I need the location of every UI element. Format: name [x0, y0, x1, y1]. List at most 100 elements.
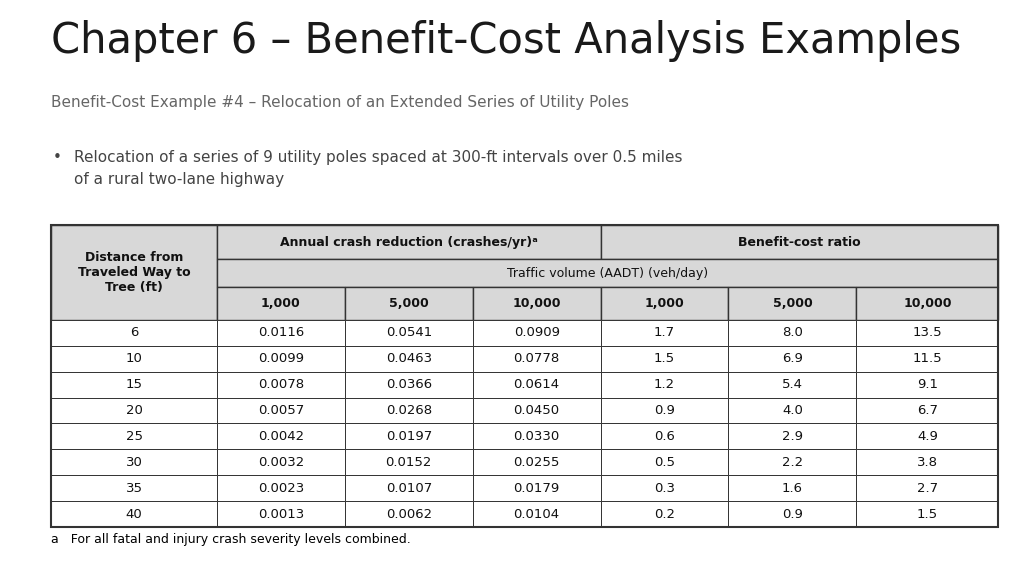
Bar — [51, 225, 217, 320]
Text: 6: 6 — [130, 327, 138, 339]
Text: 0.0463: 0.0463 — [386, 353, 432, 365]
Bar — [856, 397, 998, 423]
Text: 0.3: 0.3 — [654, 482, 675, 495]
Text: 35: 35 — [126, 482, 142, 495]
Text: 0.0057: 0.0057 — [258, 404, 304, 417]
Bar — [601, 397, 728, 423]
Bar — [601, 287, 728, 320]
Bar — [217, 346, 345, 372]
Text: 0.5: 0.5 — [654, 456, 675, 469]
Bar — [728, 320, 856, 346]
Text: 9.1: 9.1 — [916, 378, 938, 391]
Text: 0.0330: 0.0330 — [513, 430, 560, 443]
Bar — [51, 449, 217, 475]
Text: 5.4: 5.4 — [782, 378, 803, 391]
Bar — [856, 320, 998, 346]
Bar — [856, 423, 998, 449]
Text: Chapter 6 – Benefit-Cost Analysis Examples: Chapter 6 – Benefit-Cost Analysis Exampl… — [51, 20, 962, 62]
Bar — [601, 501, 728, 527]
Text: 2.7: 2.7 — [916, 482, 938, 495]
Text: 0.0197: 0.0197 — [386, 430, 432, 443]
Text: 0.0078: 0.0078 — [258, 378, 304, 391]
Text: 4.0: 4.0 — [782, 404, 803, 417]
Bar — [217, 397, 345, 423]
Text: 0.0032: 0.0032 — [258, 456, 304, 469]
Text: 0.0541: 0.0541 — [386, 327, 432, 339]
Bar — [217, 259, 998, 287]
Bar — [217, 449, 345, 475]
Text: 1.7: 1.7 — [654, 327, 675, 339]
Bar — [51, 397, 217, 423]
Bar — [217, 501, 345, 527]
Bar — [473, 449, 600, 475]
Text: 0.0152: 0.0152 — [386, 456, 432, 469]
Text: Benefit-cost ratio: Benefit-cost ratio — [738, 236, 861, 248]
Bar — [856, 346, 998, 372]
Text: 8.0: 8.0 — [782, 327, 803, 339]
Text: 0.9: 0.9 — [654, 404, 675, 417]
Text: 1,000: 1,000 — [261, 297, 301, 310]
Bar — [345, 501, 473, 527]
Text: 0.0116: 0.0116 — [258, 327, 304, 339]
Bar — [856, 372, 998, 397]
Text: 1.2: 1.2 — [654, 378, 675, 391]
Text: Traffic volume (AADT) (veh/day): Traffic volume (AADT) (veh/day) — [507, 267, 709, 280]
Bar — [217, 372, 345, 397]
Bar — [345, 320, 473, 346]
Bar — [728, 287, 856, 320]
Bar — [728, 372, 856, 397]
Bar — [345, 423, 473, 449]
Bar — [856, 287, 998, 320]
Text: 0.0023: 0.0023 — [258, 482, 304, 495]
Bar — [728, 346, 856, 372]
Text: 2.2: 2.2 — [781, 456, 803, 469]
Text: 6.9: 6.9 — [782, 353, 803, 365]
Text: 0.0062: 0.0062 — [386, 507, 432, 521]
Bar — [217, 423, 345, 449]
Text: 5,000: 5,000 — [772, 297, 812, 310]
Bar — [601, 423, 728, 449]
Bar — [473, 475, 600, 501]
Bar — [856, 475, 998, 501]
Bar — [601, 449, 728, 475]
Text: 0.0042: 0.0042 — [258, 430, 304, 443]
Text: 40: 40 — [126, 507, 142, 521]
Bar — [345, 287, 473, 320]
Bar — [728, 449, 856, 475]
Bar — [345, 397, 473, 423]
Text: 3.8: 3.8 — [916, 456, 938, 469]
Bar — [217, 320, 345, 346]
Bar — [51, 423, 217, 449]
Bar — [473, 320, 600, 346]
Text: 5,000: 5,000 — [389, 297, 429, 310]
Bar — [51, 346, 217, 372]
Text: 0.2: 0.2 — [654, 507, 675, 521]
Text: 6.7: 6.7 — [916, 404, 938, 417]
Text: Benefit-Cost Example #4 – Relocation of an Extended Series of Utility Poles: Benefit-Cost Example #4 – Relocation of … — [51, 95, 629, 110]
Bar — [473, 372, 600, 397]
Bar — [217, 475, 345, 501]
Text: 0.0104: 0.0104 — [514, 507, 560, 521]
Text: 0.0179: 0.0179 — [513, 482, 560, 495]
Bar — [473, 287, 600, 320]
Text: 0.0099: 0.0099 — [258, 353, 304, 365]
Text: 25: 25 — [126, 430, 142, 443]
Text: 20: 20 — [126, 404, 142, 417]
Bar — [473, 501, 600, 527]
Bar — [473, 346, 600, 372]
Text: 0.0778: 0.0778 — [513, 353, 560, 365]
Text: 0.9: 0.9 — [782, 507, 803, 521]
Text: 13.5: 13.5 — [912, 327, 942, 339]
Bar — [856, 501, 998, 527]
Text: 2.9: 2.9 — [782, 430, 803, 443]
Bar — [217, 225, 600, 259]
Bar — [856, 449, 998, 475]
Text: 0.0255: 0.0255 — [513, 456, 560, 469]
Bar — [217, 287, 345, 320]
Bar — [601, 346, 728, 372]
Text: 1.5: 1.5 — [916, 507, 938, 521]
Bar — [728, 501, 856, 527]
Text: 0.0909: 0.0909 — [514, 327, 560, 339]
Text: 10,000: 10,000 — [512, 297, 561, 310]
Bar — [51, 372, 217, 397]
